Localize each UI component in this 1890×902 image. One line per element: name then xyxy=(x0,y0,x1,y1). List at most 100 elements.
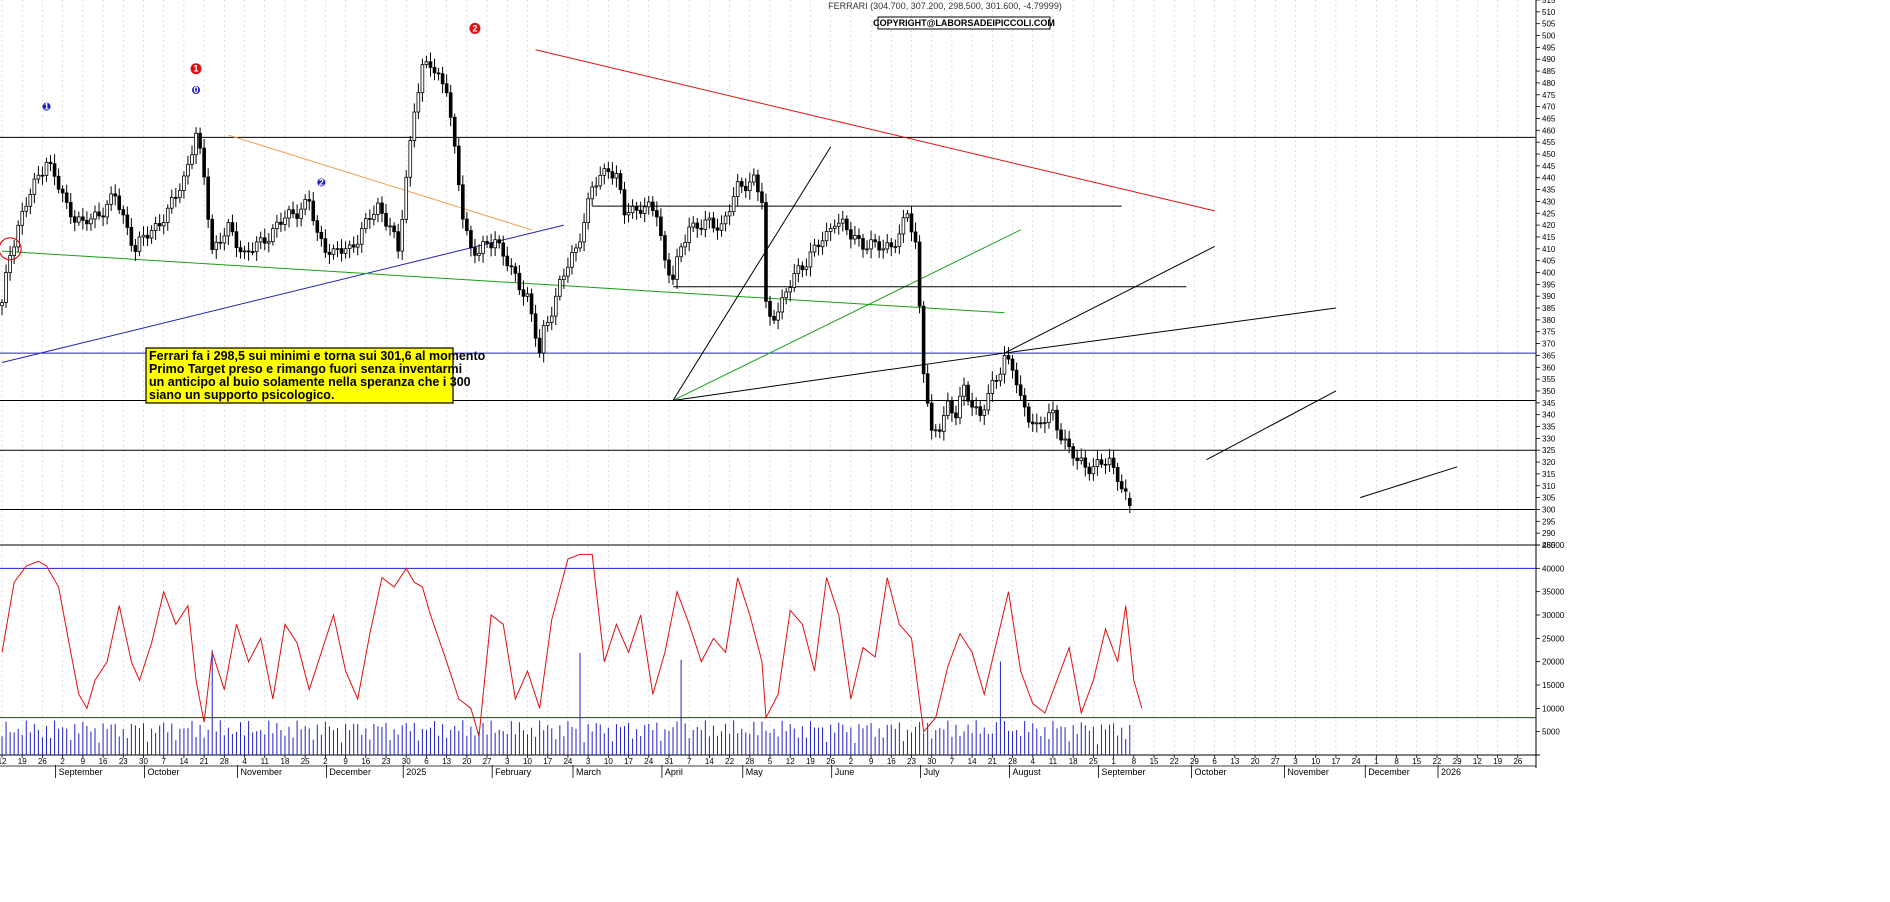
price-tick-label: 365 xyxy=(1542,351,1556,360)
day-tick-label: 15 xyxy=(1412,757,1421,766)
candle-body xyxy=(194,132,198,156)
candle-body xyxy=(77,216,81,223)
candle-body xyxy=(566,266,570,277)
candle-body xyxy=(477,252,481,256)
candle-body xyxy=(861,238,865,250)
candle-body xyxy=(258,237,263,243)
candle-body xyxy=(1083,457,1088,468)
candle-body xyxy=(0,302,4,307)
volume-tick-label: 40000 xyxy=(1542,564,1565,573)
wave-marker-dot xyxy=(317,178,326,187)
price-axis: 285 290 295 300 305 310 315 320 325 330 335 340 345 3… xyxy=(1536,0,1556,550)
candle-body xyxy=(958,395,962,419)
trendlines xyxy=(1,49,1458,499)
candle-body xyxy=(44,161,49,176)
candle-body xyxy=(942,415,946,432)
candle-body xyxy=(578,241,582,249)
candle-body xyxy=(853,235,857,240)
candle-body xyxy=(614,173,619,179)
day-tick-label: 26 xyxy=(1513,757,1522,766)
candle-body xyxy=(1111,457,1116,468)
candle-body xyxy=(157,223,162,227)
candle-body xyxy=(323,238,328,253)
candle-body xyxy=(295,213,299,219)
candle-body xyxy=(129,227,134,246)
candle-body xyxy=(262,237,267,244)
candle-body xyxy=(1026,406,1031,423)
candle-body xyxy=(715,227,720,231)
day-tick-label: 16 xyxy=(99,757,108,766)
chart-title: FERRARI (304.700, 307.200, 298.500, 301.… xyxy=(828,1,1062,11)
candle-body xyxy=(695,222,700,229)
candle-body xyxy=(1018,384,1023,396)
candle-body xyxy=(962,384,966,397)
candle-body xyxy=(768,300,772,317)
candle-body xyxy=(808,251,813,268)
candle-body xyxy=(586,198,590,224)
candle-body xyxy=(691,222,696,228)
candle-body xyxy=(178,190,182,199)
day-tick-label: 20 xyxy=(462,757,471,766)
candle-body xyxy=(800,265,805,271)
candle-body xyxy=(509,265,514,268)
candle-body xyxy=(493,239,497,249)
candle-body xyxy=(85,219,89,225)
candle-body xyxy=(804,266,809,271)
price-tick-label: 460 xyxy=(1542,126,1556,135)
candle-body xyxy=(412,111,417,141)
note-line-1: Ferrari fa i 298,5 sui minimi e torna su… xyxy=(149,349,486,363)
price-tick-label: 355 xyxy=(1542,375,1556,384)
volume-line xyxy=(1,553,1143,737)
candle-body xyxy=(372,214,376,220)
day-tick-label: 17 xyxy=(1331,757,1340,766)
price-tick-label: 510 xyxy=(1542,8,1556,17)
day-tick-label: 10 xyxy=(523,757,532,766)
candle-body xyxy=(113,193,118,197)
candle-body xyxy=(618,173,623,191)
candle-body xyxy=(752,174,756,183)
candle-body xyxy=(1115,467,1120,482)
candle-body xyxy=(347,244,352,250)
price-tick-label: 345 xyxy=(1542,399,1556,408)
candle-body xyxy=(756,174,760,193)
candle-body xyxy=(230,222,235,233)
candle-body xyxy=(335,248,340,251)
price-tick-label: 405 xyxy=(1542,257,1556,266)
candle-body xyxy=(1043,422,1047,424)
candle-body xyxy=(473,247,477,256)
candle-body xyxy=(946,400,950,416)
price-tick-label: 485 xyxy=(1542,67,1556,76)
candle-body xyxy=(869,239,873,250)
candle-body xyxy=(388,225,392,228)
candle-body xyxy=(610,171,615,179)
candle-body xyxy=(622,189,627,216)
month-label: September xyxy=(1101,767,1145,777)
candle-body xyxy=(513,266,518,274)
candle-body xyxy=(440,73,445,85)
candle-body xyxy=(64,192,69,203)
volume-bars xyxy=(1,650,1131,755)
volume-tick-label: 20000 xyxy=(1542,658,1565,667)
candle-body xyxy=(481,241,485,254)
candle-body xyxy=(311,200,316,222)
day-tick-label: 14 xyxy=(179,757,188,766)
price-tick-label: 480 xyxy=(1542,79,1556,88)
candle-body xyxy=(190,154,194,165)
day-tick-label: 22 xyxy=(1170,757,1179,766)
candle-body xyxy=(642,206,647,214)
candle-body xyxy=(384,212,388,227)
candle-body xyxy=(364,218,368,229)
candle-body xyxy=(541,325,546,354)
price-tick-label: 375 xyxy=(1542,328,1556,337)
price-tick-label: 315 xyxy=(1542,470,1556,479)
candle-body xyxy=(28,194,33,207)
candle-body xyxy=(218,241,223,244)
candle-body xyxy=(885,242,890,250)
candle-body xyxy=(937,429,942,432)
candle-body xyxy=(315,220,320,233)
candle-body xyxy=(105,203,109,218)
day-tick-label: 19 xyxy=(18,757,27,766)
candle-body xyxy=(396,231,400,252)
day-tick-label: 20 xyxy=(1251,757,1260,766)
candle-body xyxy=(840,218,845,224)
